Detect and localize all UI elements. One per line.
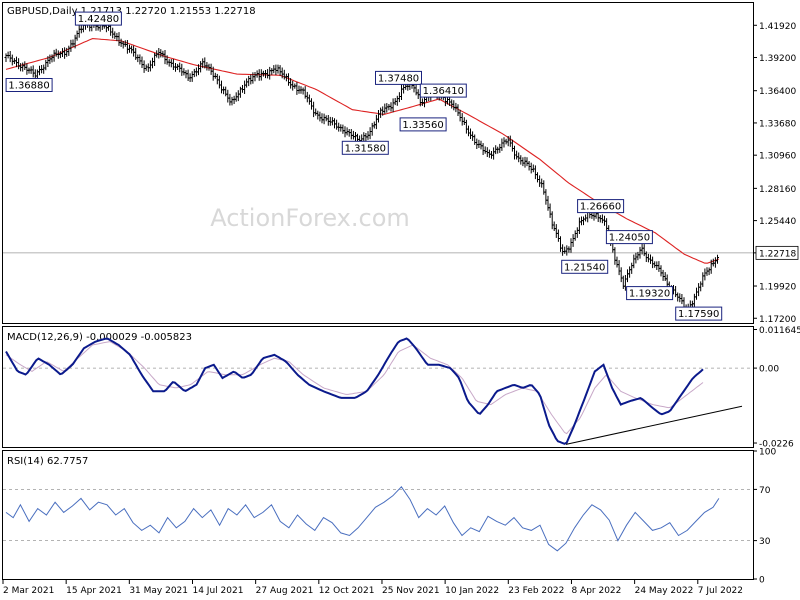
macd-trendline: [565, 405, 743, 445]
annotation-label: 1.24050: [609, 233, 650, 244]
annotation-box: [341, 140, 389, 155]
rsi-title: RSI(14) 62.7757: [7, 456, 88, 467]
annotation-box: [74, 11, 122, 26]
price-axis-label: 1.39200: [759, 54, 796, 64]
annotation-box: [5, 78, 53, 92]
macd-axis-label: 0.011645: [759, 326, 800, 336]
annotation-label: 1.33560: [402, 120, 443, 131]
date-axis-label: 24 May 2022: [635, 586, 694, 596]
rsi-path: [5, 486, 720, 552]
macd-axis: 0.011645 0.00 -0.0226: [753, 326, 800, 450]
date-axis-label: 10 Jan 2022: [445, 586, 499, 596]
annotation-label: 1.19320: [629, 289, 670, 300]
price-annotation: 1.36410: [419, 83, 467, 98]
annotation-box: [626, 286, 674, 301]
rsi-axis-label: 30: [759, 537, 771, 547]
annotation-label: 1.31580: [345, 143, 386, 154]
macd-axis-label: -0.0226: [759, 440, 794, 450]
date-axis-label: 14 Jul 2021: [192, 586, 243, 596]
date-axis-label: 12 Oct 2021: [319, 586, 375, 596]
price-annotation: 1.24050: [605, 230, 653, 245]
price-axis-label: 1.30960: [759, 152, 796, 162]
rsi-axis-label: 0: [759, 576, 765, 586]
watermark: ActionForex.com: [210, 204, 410, 232]
price-axis-label: 1.41920: [759, 22, 796, 32]
annotation-label: 1.36880: [8, 81, 49, 92]
date-axis-label: 31 May 2021: [129, 586, 188, 596]
price-annotation: 1.26660: [577, 199, 625, 214]
annotation-label: 1.21540: [564, 262, 605, 273]
price-axis-label: 1.17200: [759, 315, 796, 325]
rsi-axis-label: 70: [759, 486, 771, 496]
date-axis-label: 7 Jul 2022: [698, 586, 743, 596]
price-axis-label: 1.33680: [759, 119, 796, 129]
annotation-box: [561, 259, 609, 274]
date-axis-label: 15 Apr 2021: [66, 586, 122, 596]
rsi-axis-label: 100: [759, 448, 776, 458]
price-annotation: 1.37480: [375, 70, 422, 85]
price-axis-label: 1.22718: [759, 249, 796, 259]
macd-axis-label: 0.00: [759, 365, 779, 375]
annotation-label: 1.26660: [580, 202, 621, 213]
macd-line: [5, 337, 704, 445]
annotation-label: 1.36410: [423, 86, 464, 97]
macd-path: [5, 337, 704, 445]
annotation-box: [419, 83, 467, 98]
price-annotation: 1.33560: [399, 117, 447, 132]
date-axis-label: 25 Nov 2021: [382, 586, 440, 596]
price-axis-label: 1.19920: [759, 283, 796, 293]
annotation-box: [375, 70, 422, 85]
price-annotation: 1.21540: [561, 259, 609, 274]
rsi-levels: [3, 488, 753, 541]
date-axis-label: 23 Feb 2022: [508, 586, 564, 596]
current-price-box: [755, 245, 799, 260]
rsi-panel: RSI(14) 62.7757: [2, 450, 754, 580]
price-panel-frame: [2, 2, 754, 324]
annotation-label: 1.37480: [378, 73, 419, 84]
price-annotation: 1.19320: [626, 286, 674, 301]
symbol-header: GBPUSD,Daily 1.21713 1.22720 1.21553 1.2…: [7, 6, 256, 17]
price-axis-label: 1.28160: [759, 185, 796, 195]
macd-panel-frame: [2, 326, 754, 448]
price-axis: 1.41920 1.39200 1.36400 1.33680 1.30960 1.281…: [753, 22, 799, 325]
price-axis-label: 1.25440: [759, 217, 796, 227]
price-annotation: 1.17590: [675, 306, 723, 321]
annotation-label: 1.42480: [78, 14, 119, 25]
annotation-box: [399, 117, 447, 132]
price-annotation: 1.36880: [5, 78, 53, 92]
price-panel: GBPUSD,Daily 1.21713 1.22720 1.21553 1.2…: [2, 2, 754, 324]
macd-title: MACD(12,26,9) -0.000029 -0.005823: [7, 332, 192, 343]
date-axis-label: 8 Apr 2022: [571, 586, 621, 596]
price-annotations: 1.42480 1.36880 1.37480 1.36410 1.33560 1.315…: [5, 11, 723, 321]
macd-trendline-path: [565, 405, 743, 445]
rsi-line: [5, 486, 720, 552]
annotation-label: 1.17590: [678, 309, 719, 320]
rsi-axis: 100 70 30 0: [753, 448, 776, 586]
date-axis: 2 Mar 2021 15 Apr 2021 31 May 2021 14 Jul 2…: [2, 580, 743, 596]
date-axis-label: 2 Mar 2021: [3, 586, 54, 596]
macd-panel: MACD(12,26,9) -0.000029 -0.005823: [2, 326, 754, 448]
price-annotation: 1.31580: [341, 140, 389, 155]
annotation-box: [675, 306, 723, 321]
annotation-box: [605, 230, 653, 245]
date-axis-label: 27 Aug 2021: [256, 586, 314, 596]
price-axis-label: 1.36400: [759, 87, 796, 97]
annotation-box: [577, 199, 625, 214]
price-annotation: 1.42480: [74, 11, 122, 26]
